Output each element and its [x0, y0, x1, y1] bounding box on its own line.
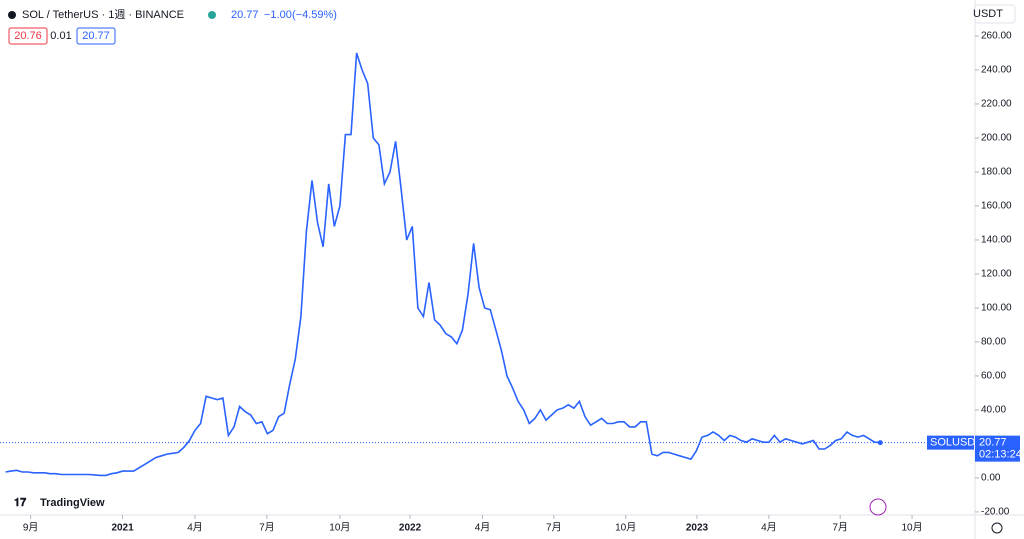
- y-tick-label: 40.00: [981, 405, 1006, 416]
- ask-box[interactable]: [76, 27, 116, 45]
- bid: 20.76: [14, 30, 42, 42]
- x-tick-label: 4月: [475, 522, 491, 534]
- y-tick-label: -20.00: [981, 507, 1010, 518]
- bid-box[interactable]: [8, 27, 48, 45]
- x-tick-label: 2023: [686, 523, 709, 534]
- y-tick-label: 220.00: [981, 99, 1012, 110]
- last-point: [877, 440, 883, 446]
- y-tick-label: 240.00: [981, 65, 1012, 76]
- y-tick-label: 260.00: [981, 31, 1012, 42]
- market-status: [208, 11, 216, 19]
- y-tick-label: 180.00: [981, 167, 1012, 178]
- x-tick-label: 2021: [111, 523, 134, 534]
- last-price: 20.77: [231, 9, 259, 21]
- x-tick-label: 7月: [832, 522, 848, 534]
- y-tick-label: 200.00: [981, 133, 1012, 144]
- change: −1.00: [264, 9, 292, 21]
- y-tick-label: 0.00: [981, 473, 1001, 484]
- spread: 0.01: [50, 30, 71, 42]
- settings-icon[interactable]: [991, 522, 1003, 534]
- x-tick-label: 4月: [761, 522, 777, 534]
- currency: USDT: [973, 8, 1003, 20]
- x-tick-label: 10月: [901, 522, 922, 534]
- brand: TradingView: [40, 497, 105, 509]
- symbol-tag: SOLUSDT: [930, 437, 982, 449]
- y-tick-label: 120.00: [981, 269, 1012, 280]
- x-tick-label: 9月: [23, 522, 39, 534]
- chart-title: SOL / TetherUS · 1週 · BINANCE: [22, 8, 184, 21]
- x-tick-label: 7月: [546, 522, 562, 534]
- x-tick-label: 10月: [615, 522, 636, 534]
- x-tick-label: 7月: [259, 522, 275, 534]
- price-tag-bg: [975, 435, 1020, 462]
- currency-box[interactable]: [974, 4, 1016, 24]
- y-tick-label: 100.00: [981, 303, 1012, 314]
- brand-logo-mark: 𝟏𝟕: [14, 497, 27, 509]
- y-tick-label: 80.00: [981, 337, 1006, 348]
- y-tick-label: 60.00: [981, 371, 1006, 382]
- x-tick-label: 10月: [329, 522, 350, 534]
- x-tick-label: 2022: [399, 523, 422, 534]
- ask: 20.77: [82, 30, 110, 42]
- x-tick-label: 4月: [187, 522, 203, 534]
- event-icon[interactable]: [869, 498, 887, 516]
- symbol-icon: [8, 11, 16, 19]
- symbol-tag-bg: [927, 435, 974, 450]
- y-tick-label: 160.00: [981, 201, 1012, 212]
- y-tick-label: 140.00: [981, 235, 1012, 246]
- price-tag: 20.77: [979, 437, 1007, 449]
- countdown: 02:13:24: [979, 449, 1022, 461]
- change-pct: (−4.59%): [292, 9, 337, 21]
- price-line: [5, 52, 881, 477]
